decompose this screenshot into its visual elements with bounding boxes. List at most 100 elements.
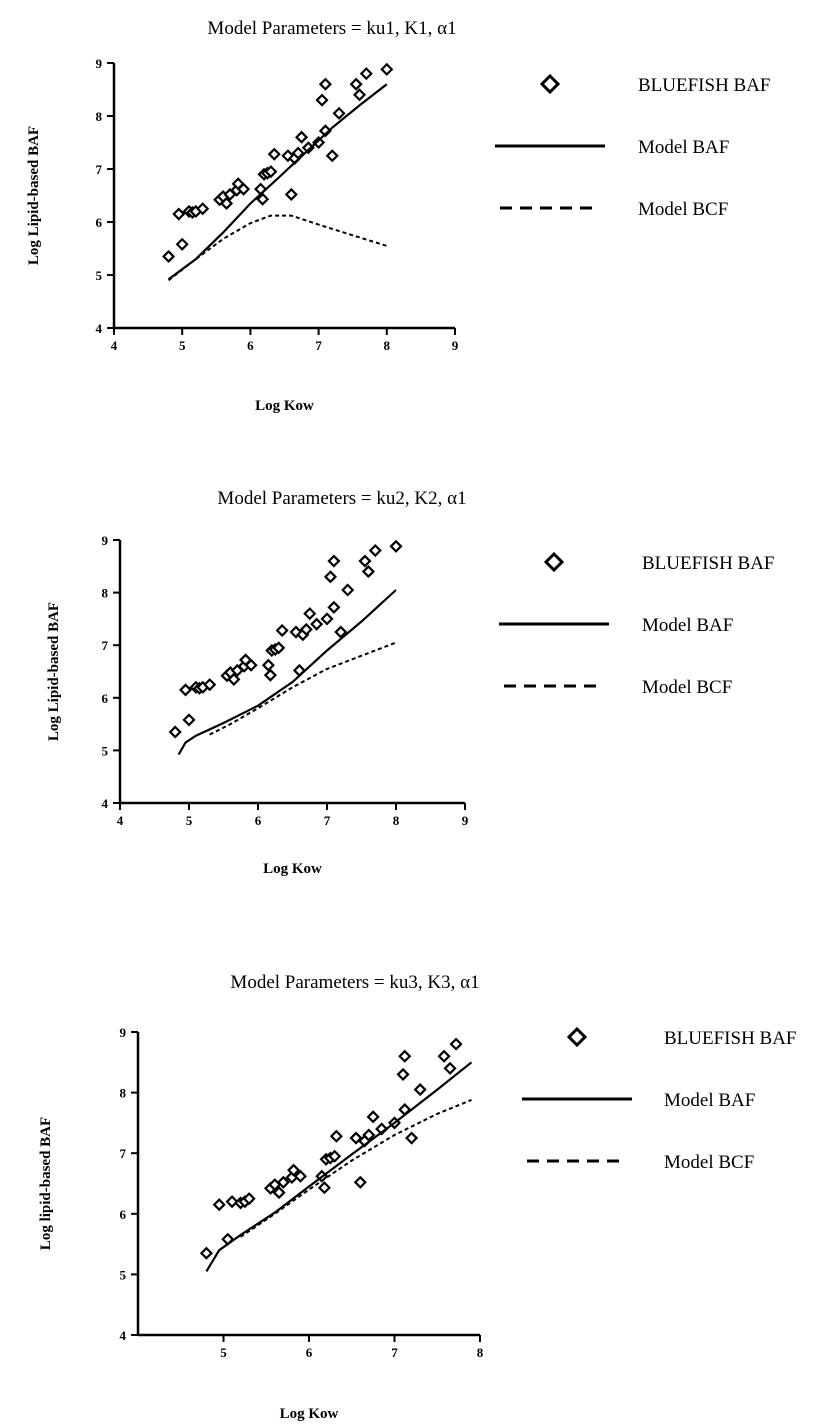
- x-tick-label: 5: [179, 338, 186, 353]
- data-point-diamond: [380, 62, 394, 76]
- y-axis-label: Log lipid-based BAF: [38, 1117, 54, 1250]
- data-point-diamond: [219, 196, 234, 211]
- data-point-diamond: [327, 554, 341, 568]
- chart-title: Model Parameters = ku2, K2, α1: [217, 488, 466, 509]
- y-tick-label: 6: [96, 215, 103, 230]
- data-point-diamond: [329, 1129, 343, 1143]
- data-point-diamond: [349, 77, 363, 91]
- data-point-diamond: [413, 1083, 427, 1097]
- data-point-diamond: [242, 1192, 256, 1206]
- data-point-diamond: [162, 249, 176, 264]
- model-baf-line: [167, 83, 388, 281]
- data-point-diamond: [299, 622, 313, 636]
- data-point-diamond: [358, 554, 372, 568]
- x-tick-label: 8: [393, 813, 400, 828]
- data-point-diamond: [368, 543, 382, 558]
- data-point-diamond: [275, 623, 289, 638]
- x-tick-label: 7: [391, 1345, 398, 1360]
- legend-label: Model BAF: [642, 615, 733, 636]
- data-point-diamond: [317, 1181, 331, 1195]
- y-tick-label: 8: [120, 1086, 127, 1101]
- y-tick-label: 9: [120, 1025, 127, 1040]
- data-point-diamond: [276, 1175, 290, 1189]
- y-tick-label: 7: [102, 638, 109, 653]
- x-tick-label: 9: [462, 813, 469, 828]
- chart-panel-1: Model Parameters = ku1, K1, α1 Log Kow Log…: [26, 18, 771, 414]
- data-point-diamond: [334, 625, 348, 639]
- x-tick-label: 6: [255, 813, 262, 828]
- data-point-diamond: [237, 182, 251, 196]
- data-point-diamond: [349, 1131, 363, 1145]
- data-point-diamond: [449, 1037, 463, 1051]
- data-point-diamond: [225, 1195, 239, 1209]
- y-tick-label: 7: [120, 1146, 127, 1161]
- y-tick-label: 6: [102, 691, 109, 706]
- data-point-diamond: [359, 67, 373, 81]
- data-point-diamond: [405, 1131, 419, 1145]
- y-tick-label: 9: [102, 533, 109, 548]
- y-tick-label: 4: [96, 321, 103, 336]
- y-axis-label: Log Lipid-based BAF: [26, 126, 42, 265]
- y-axis-label: Log Lipid-based BAF: [46, 602, 62, 741]
- data-point-diamond: [178, 683, 193, 697]
- data-point-diamond: [264, 165, 278, 179]
- x-tick-label: 5: [186, 813, 193, 828]
- data-point-diamond: [267, 147, 281, 161]
- data-point-diamond: [318, 124, 332, 138]
- data-point-diamond: [396, 1067, 410, 1081]
- data-point-diamond: [353, 1175, 367, 1189]
- chart-panel-2: Model Parameters = ku2, K2, α1 Log Kow Log…: [46, 488, 775, 877]
- x-tick-label: 8: [477, 1345, 484, 1360]
- data-point-diamond: [244, 658, 258, 672]
- data-point-diamond: [366, 1110, 380, 1124]
- x-tick-label: 8: [384, 338, 391, 353]
- data-point-diamond: [303, 607, 317, 621]
- x-tick-label: 4: [117, 813, 124, 828]
- legend-diamond-marker: [539, 73, 561, 95]
- legend-label: Model BCF: [664, 1152, 754, 1173]
- legend-label: Model BAF: [664, 1090, 755, 1111]
- data-point-diamond: [272, 641, 286, 655]
- data-point-diamond: [212, 1198, 226, 1212]
- data-point-diamond: [199, 1246, 213, 1260]
- x-axis-label: Log Kow: [280, 1406, 339, 1422]
- y-tick-label: 7: [96, 162, 103, 177]
- model-bcf-line: [167, 214, 388, 282]
- data-point-diamond: [175, 237, 189, 251]
- data-point-diamond: [398, 1049, 412, 1063]
- data-point-diamond: [325, 149, 339, 163]
- data-point-diamond: [328, 1149, 342, 1163]
- data-point-diamond: [323, 570, 338, 584]
- data-point-diamond: [361, 565, 375, 579]
- data-point-diamond: [443, 1061, 457, 1075]
- x-tick-label: 9: [452, 338, 459, 353]
- chart-title: Model Parameters = ku1, K1, α1: [207, 18, 456, 39]
- data-point-diamond: [196, 202, 210, 216]
- model-bcf-line: [209, 641, 397, 736]
- x-axis-label: Log Kow: [263, 861, 322, 877]
- x-tick-label: 5: [220, 1345, 227, 1360]
- x-tick-label: 4: [111, 338, 118, 353]
- legend-label: BLUEFISH BAF: [638, 75, 771, 96]
- data-point-diamond: [389, 539, 403, 553]
- x-tick-label: 7: [315, 338, 322, 353]
- data-point-diamond: [203, 678, 217, 692]
- data-point-diamond: [287, 1163, 301, 1177]
- x-tick-label: 6: [306, 1345, 313, 1360]
- y-tick-label: 6: [120, 1207, 127, 1222]
- chart-title: Model Parameters = ku3, K3, α1: [230, 972, 479, 993]
- legend-label: Model BAF: [638, 137, 729, 158]
- data-point-diamond: [172, 207, 186, 221]
- legend-label: BLUEFISH BAF: [642, 553, 775, 574]
- data-point-diamond: [261, 658, 275, 672]
- x-axis-label: Log Kow: [255, 398, 314, 414]
- x-tick-label: 7: [324, 813, 331, 828]
- legend-label: Model BCF: [638, 199, 728, 220]
- data-point-diamond: [263, 668, 277, 682]
- data-point-diamond: [256, 192, 270, 206]
- data-point-diamond: [227, 672, 241, 686]
- data-point-diamond: [310, 617, 324, 631]
- y-tick-label: 9: [96, 56, 103, 71]
- data-point-diamond: [341, 583, 355, 597]
